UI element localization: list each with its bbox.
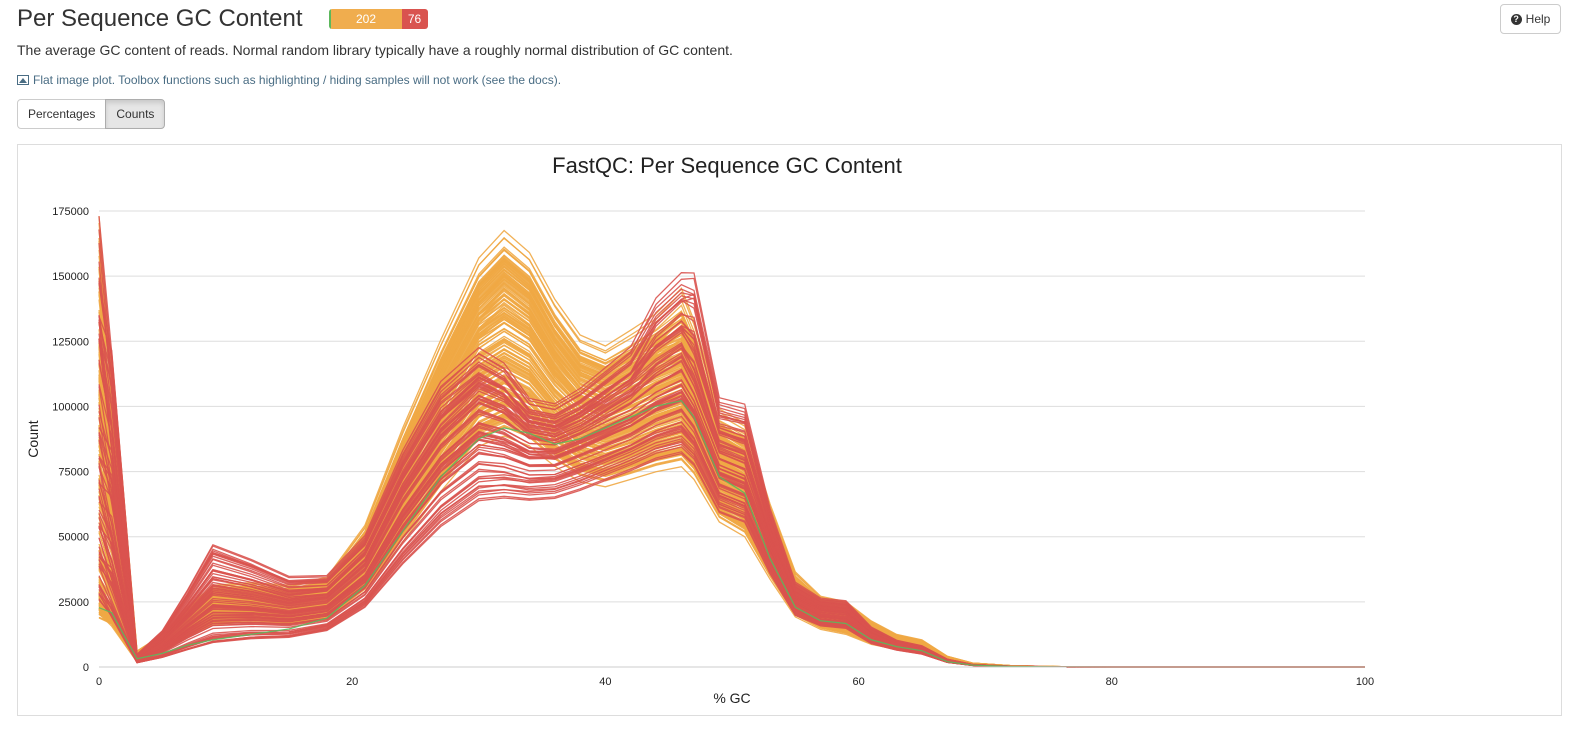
fail-badge[interactable]: 76 bbox=[401, 9, 428, 29]
y-tick-label: 125000 bbox=[52, 336, 89, 348]
y-tick-label: 150000 bbox=[52, 271, 89, 283]
y-tick-label: 25000 bbox=[58, 597, 89, 609]
x-tick-label: 20 bbox=[346, 676, 358, 688]
y-tick-label: 75000 bbox=[58, 467, 89, 479]
flat-plot-note-text[interactable]: Flat image plot. Toolbox functions such … bbox=[33, 73, 562, 87]
section-description: The average GC content of reads. Normal … bbox=[17, 42, 733, 58]
plot-toggle-group: Percentages Counts bbox=[17, 99, 166, 129]
picture-icon bbox=[17, 75, 29, 85]
plot-container: FastQC: Per Sequence GC Content 0 25000 500… bbox=[17, 144, 1562, 716]
x-tick-label: 100 bbox=[1356, 676, 1374, 688]
x-tick-label: 80 bbox=[1106, 676, 1118, 688]
help-button[interactable]: ? Help bbox=[1500, 4, 1561, 34]
warn-badge[interactable]: 202 bbox=[330, 9, 402, 29]
pass-sample-line bbox=[98, 399, 1365, 668]
y-tick-label: 0 bbox=[83, 662, 89, 674]
flat-plot-note[interactable]: Flat image plot. Toolbox functions such … bbox=[17, 73, 561, 87]
x-tick-label: 0 bbox=[96, 676, 102, 688]
page-title: Per Sequence GC Content bbox=[17, 5, 303, 32]
section-header: Per Sequence GC Content 202 76 bbox=[17, 4, 428, 34]
y-tick-label: 50000 bbox=[58, 532, 89, 544]
y-tick-label: 175000 bbox=[52, 206, 89, 218]
help-label: Help bbox=[1525, 12, 1551, 26]
x-tick-label: 40 bbox=[599, 676, 611, 688]
status-badges[interactable]: 202 76 bbox=[328, 9, 428, 29]
x-axis-label: % GC bbox=[713, 690, 750, 706]
fail-sample-line bbox=[98, 320, 1365, 668]
y-axis-label: Count bbox=[25, 420, 41, 457]
y-tick-label: 100000 bbox=[52, 401, 89, 413]
chart-title: FastQC: Per Sequence GC Content bbox=[552, 153, 902, 178]
percentages-button[interactable]: Percentages bbox=[17, 99, 107, 129]
pass-badge[interactable] bbox=[328, 9, 331, 29]
x-tick-label: 60 bbox=[852, 676, 864, 688]
gc-content-chart: FastQC: Per Sequence GC Content 0 25000 500… bbox=[25, 153, 1374, 706]
counts-button[interactable]: Counts bbox=[105, 99, 166, 129]
question-circle-icon: ? bbox=[1510, 13, 1522, 25]
